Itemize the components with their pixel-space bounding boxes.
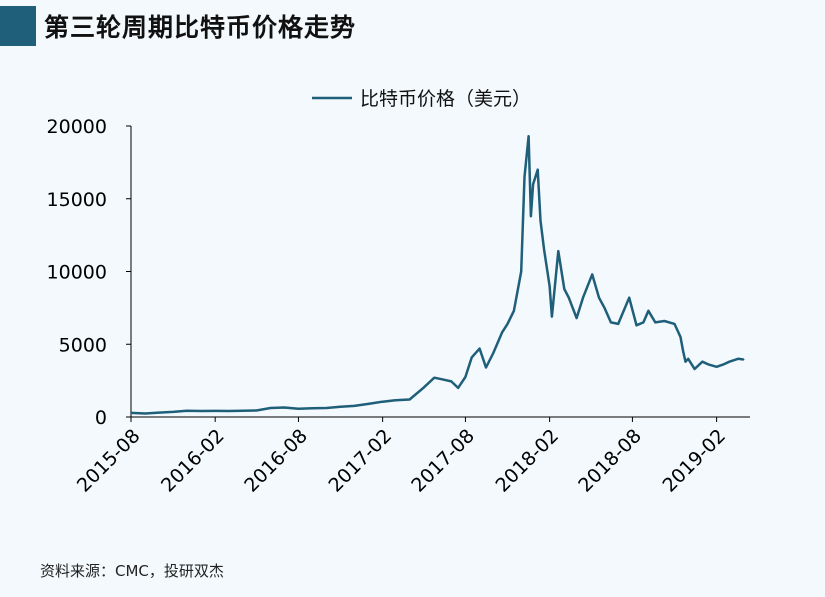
series-line-btc-price xyxy=(130,134,744,415)
data-point xyxy=(172,411,174,413)
data-point xyxy=(440,378,443,381)
data-point xyxy=(567,296,570,299)
data-point xyxy=(742,358,745,361)
data-point xyxy=(557,250,560,253)
data-point xyxy=(679,336,682,338)
data-point xyxy=(297,407,300,410)
data-point xyxy=(701,360,704,363)
data-point xyxy=(227,410,230,412)
data-point xyxy=(582,296,584,299)
data-point xyxy=(214,409,217,412)
data-point xyxy=(325,407,328,409)
data-point xyxy=(501,331,503,334)
data-point xyxy=(520,270,523,273)
data-point xyxy=(527,135,530,138)
data-point xyxy=(506,322,509,325)
data-point xyxy=(654,321,657,324)
x-tick-label: 2017-02 xyxy=(324,425,396,497)
y-tick-label: 10000 xyxy=(47,262,107,284)
data-point xyxy=(478,347,481,350)
data-point xyxy=(394,399,397,402)
page-title: 第三轮周期比特币价格走势 xyxy=(44,13,357,42)
y-tick-label: 20000 xyxy=(47,116,107,138)
data-point xyxy=(687,357,690,360)
y-tick-label: 5000 xyxy=(59,334,107,356)
data-point xyxy=(381,400,384,403)
data-point xyxy=(422,387,425,389)
data-point xyxy=(575,317,578,319)
data-point xyxy=(523,176,526,178)
x-tick-label: 2016-02 xyxy=(157,425,229,497)
data-point xyxy=(200,410,202,412)
data-point xyxy=(485,366,487,369)
data-point xyxy=(433,376,436,379)
data-point xyxy=(682,350,685,353)
data-point xyxy=(563,288,566,290)
data-point xyxy=(647,309,650,312)
data-point xyxy=(144,412,147,415)
y-tick-label: 15000 xyxy=(47,189,107,211)
data-point xyxy=(158,411,160,414)
title-accent-bar xyxy=(0,6,36,46)
data-point xyxy=(693,368,696,370)
x-tick-label: 2019-02 xyxy=(658,425,730,497)
chart-legend: 比特币价格（美元） xyxy=(312,88,531,110)
data-point xyxy=(603,306,606,309)
data-point xyxy=(450,380,453,383)
data-point xyxy=(241,409,244,412)
source-note: 资料来源：CMC，投研双杰 xyxy=(40,562,224,580)
data-point xyxy=(728,360,731,363)
data-point xyxy=(283,406,286,409)
data-point xyxy=(642,321,645,324)
data-point xyxy=(353,405,356,407)
data-point xyxy=(551,315,553,318)
data-point xyxy=(628,296,631,299)
data-point xyxy=(367,403,370,405)
data-point xyxy=(532,183,535,186)
data-point xyxy=(492,352,495,354)
data-point xyxy=(339,405,342,408)
data-point xyxy=(598,296,600,299)
chart-axes: 0 5000 10000 15000 20000 2015-08 2016-02 2016-0… xyxy=(47,116,750,497)
data-point xyxy=(470,356,473,359)
data-point xyxy=(513,309,515,312)
data-point xyxy=(464,376,467,378)
title-bar: 第三轮周期比特币价格走势 xyxy=(0,6,825,46)
x-tick-label: 2017-08 xyxy=(407,425,479,497)
data-point xyxy=(635,324,638,327)
data-point xyxy=(591,273,594,276)
data-point xyxy=(130,412,132,414)
data-point xyxy=(715,365,718,368)
y-tick-label: 0 xyxy=(95,407,107,429)
data-point xyxy=(255,409,258,412)
data-point xyxy=(673,322,676,325)
data-point xyxy=(663,320,666,322)
x-tick-label: 2018-08 xyxy=(574,425,646,497)
data-point xyxy=(536,168,539,171)
data-point xyxy=(269,407,272,409)
legend-label: 比特币价格（美元） xyxy=(360,88,531,110)
data-point xyxy=(684,360,687,363)
data-point xyxy=(543,248,546,251)
data-point xyxy=(529,215,532,218)
data-point xyxy=(548,285,551,287)
data-point xyxy=(185,409,188,412)
x-tick-label: 2018-02 xyxy=(491,425,563,497)
data-point xyxy=(610,321,612,324)
data-point xyxy=(722,363,724,366)
chart-plot-area xyxy=(130,134,745,415)
data-point xyxy=(539,219,542,222)
data-point xyxy=(408,398,411,401)
data-point xyxy=(311,407,314,410)
data-point xyxy=(707,363,710,366)
x-tick-label: 2015-08 xyxy=(73,425,145,497)
data-point xyxy=(737,357,740,360)
x-tick-label: 2016-08 xyxy=(240,425,312,497)
data-point xyxy=(457,387,460,389)
data-point xyxy=(617,322,620,325)
